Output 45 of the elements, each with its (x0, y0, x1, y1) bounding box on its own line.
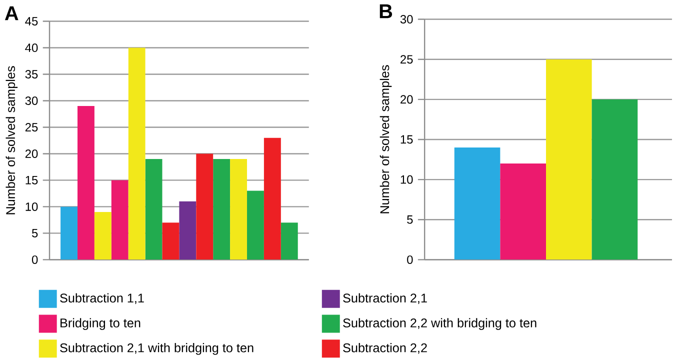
legend-label: Subtraction 2,1 with bridging to ten (60, 342, 254, 355)
legend-label: Bridging to ten (60, 318, 140, 330)
bar (546, 59, 592, 260)
y-tick-label: 5 (407, 215, 413, 224)
legend-label: Subtraction 2,1 (343, 293, 427, 304)
legend-label: Subtraction 2,2 with bridging to ten (343, 318, 536, 330)
y-tick-label: 25 (25, 122, 38, 132)
y-tick-label: 40 (25, 43, 38, 52)
y-axis-title: Number of solved samples (6, 66, 18, 214)
bar (213, 158, 230, 260)
y-tick-label: 35 (25, 70, 38, 78)
legend-label: Subtraction 2,2 (343, 342, 427, 354)
y-tick-label: 0 (407, 255, 413, 264)
y-tick-label: 15 (400, 135, 413, 144)
chart-title: A (4, 6, 18, 20)
chart-title: B (380, 4, 392, 18)
bar (111, 180, 128, 260)
bar (179, 201, 196, 260)
y-tick-label: 20 (400, 94, 413, 104)
bar (247, 190, 264, 260)
y-tick-label: 0 (32, 255, 38, 264)
y-tick-label: 25 (400, 54, 413, 64)
y-tick-label: 10 (26, 202, 38, 211)
bar (60, 206, 78, 260)
bar (230, 158, 248, 260)
bar (196, 154, 214, 260)
bar (94, 212, 112, 260)
bar (500, 163, 546, 260)
legend-label: Subtraction 1,1 (60, 293, 144, 304)
bar (128, 48, 146, 260)
bar (264, 138, 281, 260)
y-tick-label: 45 (25, 16, 38, 26)
bar (592, 99, 638, 260)
y-tick-label: 30 (25, 96, 38, 105)
y-tick-label: 10 (400, 175, 413, 184)
y-tick-label: 30 (400, 14, 413, 24)
bar (454, 147, 500, 260)
y-axis-title: Number of solved samples (380, 64, 392, 214)
bar (162, 222, 180, 260)
bar (280, 222, 298, 260)
bar (145, 158, 162, 260)
bar (77, 106, 94, 260)
y-tick-label: 5 (32, 228, 38, 238)
y-tick-label: 20 (25, 149, 38, 158)
y-tick-label: 15 (26, 176, 38, 184)
